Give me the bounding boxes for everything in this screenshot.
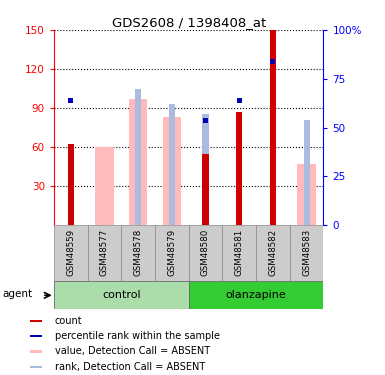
Text: value, Detection Call = ABSENT: value, Detection Call = ABSENT xyxy=(55,346,210,356)
Bar xyxy=(54,225,88,281)
Text: rank, Detection Call = ABSENT: rank, Detection Call = ABSENT xyxy=(55,362,205,372)
Bar xyxy=(129,99,147,225)
Bar xyxy=(237,98,242,104)
Text: GSM48583: GSM48583 xyxy=(302,228,311,276)
Bar xyxy=(203,153,209,225)
Bar xyxy=(189,225,223,281)
Text: olanzapine: olanzapine xyxy=(226,290,286,300)
Text: GSM48559: GSM48559 xyxy=(66,228,75,276)
Bar xyxy=(189,281,323,309)
Bar xyxy=(68,144,74,225)
Text: percentile rank within the sample: percentile rank within the sample xyxy=(55,331,220,341)
Bar xyxy=(303,120,310,225)
Text: count: count xyxy=(55,316,82,326)
Text: GSM48577: GSM48577 xyxy=(100,228,109,276)
Bar xyxy=(54,281,189,309)
Bar xyxy=(95,147,114,225)
Text: GSM48579: GSM48579 xyxy=(167,228,176,276)
Text: GSM48582: GSM48582 xyxy=(268,228,277,276)
Text: GSM48581: GSM48581 xyxy=(235,228,244,276)
Bar xyxy=(88,225,121,281)
Bar xyxy=(30,366,42,368)
Title: GDS2608 / 1398408_at: GDS2608 / 1398408_at xyxy=(112,16,266,29)
Text: control: control xyxy=(102,290,141,300)
Bar xyxy=(297,164,316,225)
Bar xyxy=(256,225,290,281)
Bar xyxy=(270,59,275,64)
Bar xyxy=(270,59,276,225)
Bar xyxy=(30,335,42,337)
Bar xyxy=(203,114,209,225)
Text: GSM48580: GSM48580 xyxy=(201,228,210,276)
Bar xyxy=(236,112,242,225)
Bar xyxy=(169,104,175,225)
Bar xyxy=(68,98,73,104)
Bar xyxy=(290,225,323,281)
Bar xyxy=(155,225,189,281)
Text: GSM48578: GSM48578 xyxy=(134,228,142,276)
Bar xyxy=(30,320,42,322)
Bar xyxy=(203,118,208,123)
Bar xyxy=(135,88,141,225)
Bar xyxy=(223,225,256,281)
Bar xyxy=(121,225,155,281)
Bar xyxy=(162,117,181,225)
Bar xyxy=(270,30,276,225)
Text: agent: agent xyxy=(2,290,32,299)
Bar xyxy=(30,350,42,352)
